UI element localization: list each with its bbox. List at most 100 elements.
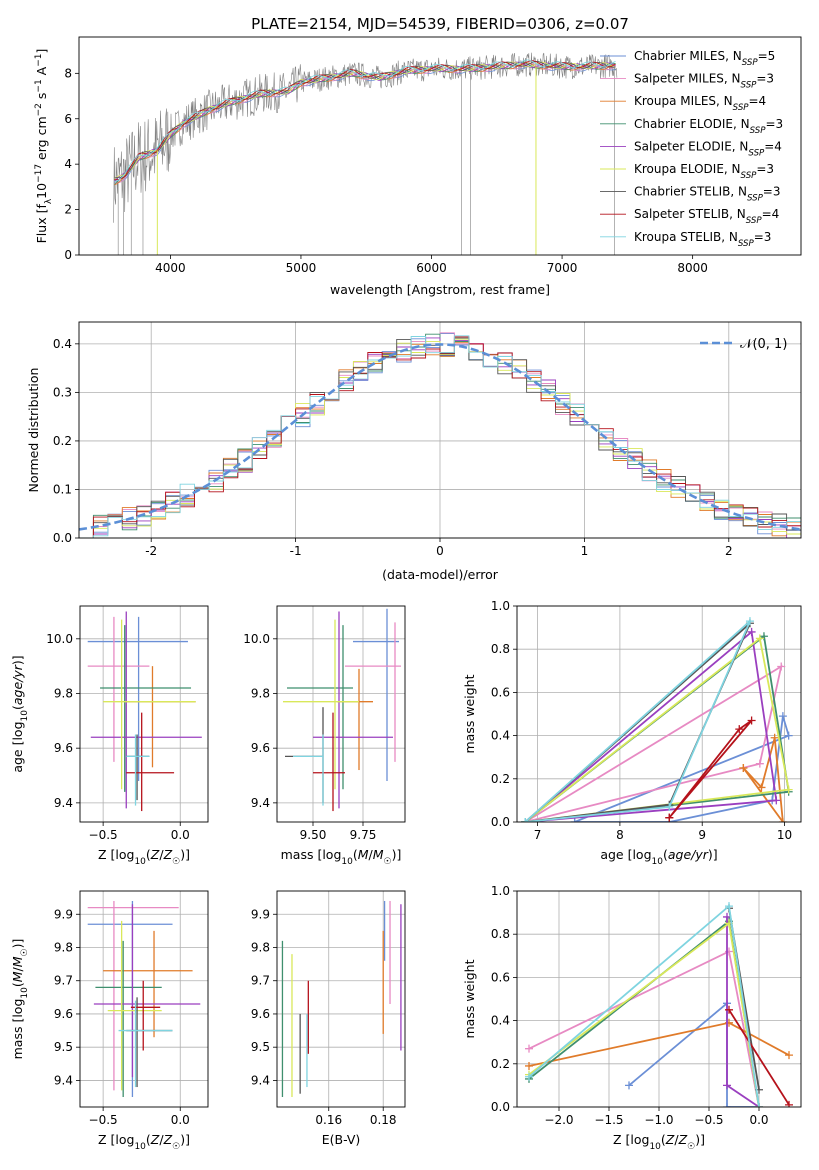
ticks: −2.0 −1.5 −1.0 −0.5 0.0 0.0 0.2 0.4 0.6 0.8 1.0 bbox=[491, 884, 769, 1127]
axes-frame bbox=[276, 890, 406, 1108]
model-spectrum bbox=[114, 62, 616, 186]
plot-content bbox=[79, 332, 801, 538]
weight-line bbox=[528, 919, 760, 1107]
legend-entry: Salpeter STELIB, NSSP=4 bbox=[634, 207, 779, 226]
x-tick-label: 0.18 bbox=[370, 1113, 397, 1127]
weight-line bbox=[728, 1009, 790, 1106]
x-tick-label: 4000 bbox=[155, 261, 186, 275]
y-axis-label: Normed distribution bbox=[26, 368, 41, 493]
ticks: 7 8 9 10 0.0 0.2 0.4 0.6 0.8 1.0 bbox=[491, 599, 792, 842]
y-tick-label: 8 bbox=[64, 66, 72, 80]
weight-line bbox=[524, 636, 790, 822]
weight-marker bbox=[785, 1100, 793, 1107]
figure-title: PLATE=2154, MJD=54539, FIBERID=0306, z=0… bbox=[251, 15, 629, 33]
x-tick-label: −0.5 bbox=[694, 1113, 723, 1127]
ticks: 4000 5000 6000 7000 8000 0 2 4 6 8 bbox=[64, 66, 708, 275]
weight-marker bbox=[725, 902, 733, 911]
weight-marker bbox=[747, 716, 756, 725]
x-tick-label: 0.16 bbox=[315, 1113, 342, 1127]
axes-frame bbox=[516, 605, 802, 823]
x-axis-label: E(B-V) bbox=[322, 1132, 361, 1147]
plot-content bbox=[87, 900, 201, 1098]
x-tick-label: -2 bbox=[145, 544, 157, 558]
x-tick-label: 1 bbox=[581, 544, 589, 558]
y-tick-label: 9.4 bbox=[54, 796, 73, 810]
y-tick-label: 0.4 bbox=[491, 1014, 510, 1028]
weight-line bbox=[524, 630, 778, 822]
y-tick-label: 6 bbox=[64, 112, 72, 126]
weight-marker bbox=[521, 818, 530, 822]
axes-frame bbox=[516, 890, 802, 1108]
weight-marker bbox=[570, 818, 579, 822]
ticks: −0.5 0.0 9.4 9.6 9.8 10.0 bbox=[46, 632, 190, 842]
y-tick-label: 9.6 bbox=[251, 1007, 270, 1021]
legend-entry: Kroupa ELODIE, NSSP=3 bbox=[634, 162, 774, 181]
axes-frame bbox=[78, 36, 802, 256]
y-tick-label: 0.0 bbox=[491, 815, 510, 829]
grid bbox=[277, 891, 405, 1107]
y-tick-label: 0.6 bbox=[491, 970, 510, 984]
x-tick-label: −1.5 bbox=[594, 1113, 623, 1127]
chart-spectrum: 4000 5000 6000 7000 8000 0 2 4 6 8 wavelength [Ang… bbox=[34, 36, 802, 297]
chart-residual-histogram: -2 -1 0 1 2 0.0 0.1 0.2 0.3 0.4 𝒩(0, 1) (data-model… bbox=[26, 321, 802, 582]
legend-entry: Kroupa MILES, NSSP=4 bbox=[634, 94, 766, 113]
x-tick-label: 9.50 bbox=[300, 828, 327, 842]
weight-marker bbox=[725, 1005, 733, 1014]
weight-marker bbox=[665, 813, 674, 822]
y-tick-label: 0 bbox=[64, 248, 72, 262]
weight-marker bbox=[525, 1044, 533, 1053]
weight-line bbox=[524, 664, 783, 822]
y-tick-label: 2 bbox=[64, 203, 72, 217]
y-tick-label: 9.8 bbox=[251, 686, 270, 700]
y-tick-label: 0.3 bbox=[53, 385, 72, 399]
model-spectrum bbox=[114, 59, 616, 183]
x-tick-label: 0.0 bbox=[171, 1113, 190, 1127]
y-tick-label: 9.4 bbox=[54, 1073, 73, 1087]
x-axis-label: Z [log10(Z/Z☉)] bbox=[98, 847, 190, 867]
y-tick-label: 0.8 bbox=[491, 642, 510, 656]
y-tick-label: 0.0 bbox=[53, 531, 72, 545]
x-tick-label: −0.5 bbox=[89, 1113, 118, 1127]
x-tick-label: 8000 bbox=[677, 261, 708, 275]
weight-marker bbox=[772, 796, 781, 805]
x-tick-label: 9.75 bbox=[350, 828, 377, 842]
weight-marker bbox=[755, 1103, 763, 1107]
x-tick-label: −1.0 bbox=[644, 1113, 673, 1127]
weight-marker bbox=[785, 1051, 793, 1060]
y-tick-label: 0.1 bbox=[53, 482, 72, 496]
x-axis-label: mass [log10(M/M☉)] bbox=[281, 847, 402, 867]
y-tick-label: 10.0 bbox=[243, 632, 270, 646]
legend-entry: Salpeter MILES, NSSP=3 bbox=[634, 72, 774, 91]
chart-mass-vs-EBV: 0.16 0.18 9.4 9.5 9.6 9.7 9.8 9.9 E(B-V) bbox=[251, 890, 406, 1147]
chart-age-vs-Z: −0.5 0.0 9.4 9.6 9.8 10.0 Z [log10(Z/Z☉)] age [… bbox=[10, 605, 209, 867]
weight-marker bbox=[625, 1081, 633, 1090]
legend: 𝒩(0, 1) bbox=[700, 337, 787, 352]
weight-marker bbox=[745, 617, 754, 626]
y-tick-label: 9.7 bbox=[54, 974, 73, 988]
weight-line bbox=[528, 950, 760, 1107]
weight-marker bbox=[739, 764, 748, 772]
plot-content bbox=[525, 902, 793, 1107]
legend-entry: 𝒩(0, 1) bbox=[740, 337, 787, 352]
y-tick-label: 9.6 bbox=[54, 741, 73, 755]
weight-marker bbox=[759, 632, 768, 641]
y-axis-label: mass weight bbox=[462, 674, 477, 753]
y-axis-label: mass weight bbox=[462, 959, 477, 1038]
grid bbox=[80, 891, 208, 1107]
weight-line bbox=[628, 1001, 759, 1107]
y-tick-label: 10.0 bbox=[46, 632, 73, 646]
model-spectrum bbox=[114, 63, 616, 184]
y-axis-label: Flux [fλ10−17 erg cm−2 s−1 A−1] bbox=[34, 49, 54, 244]
x-tick-label: 6000 bbox=[416, 261, 447, 275]
weight-marker bbox=[770, 733, 779, 742]
weight-marker bbox=[778, 818, 787, 822]
x-tick-label: 7 bbox=[534, 828, 542, 842]
normal-curve bbox=[79, 343, 801, 531]
weight-line bbox=[668, 719, 753, 819]
plot-content bbox=[113, 52, 618, 255]
y-tick-label: 0.2 bbox=[53, 434, 72, 448]
x-axis-label: (data-model)/error bbox=[382, 567, 499, 582]
y-tick-label: 0.4 bbox=[491, 729, 510, 743]
axes-frame bbox=[79, 605, 209, 823]
